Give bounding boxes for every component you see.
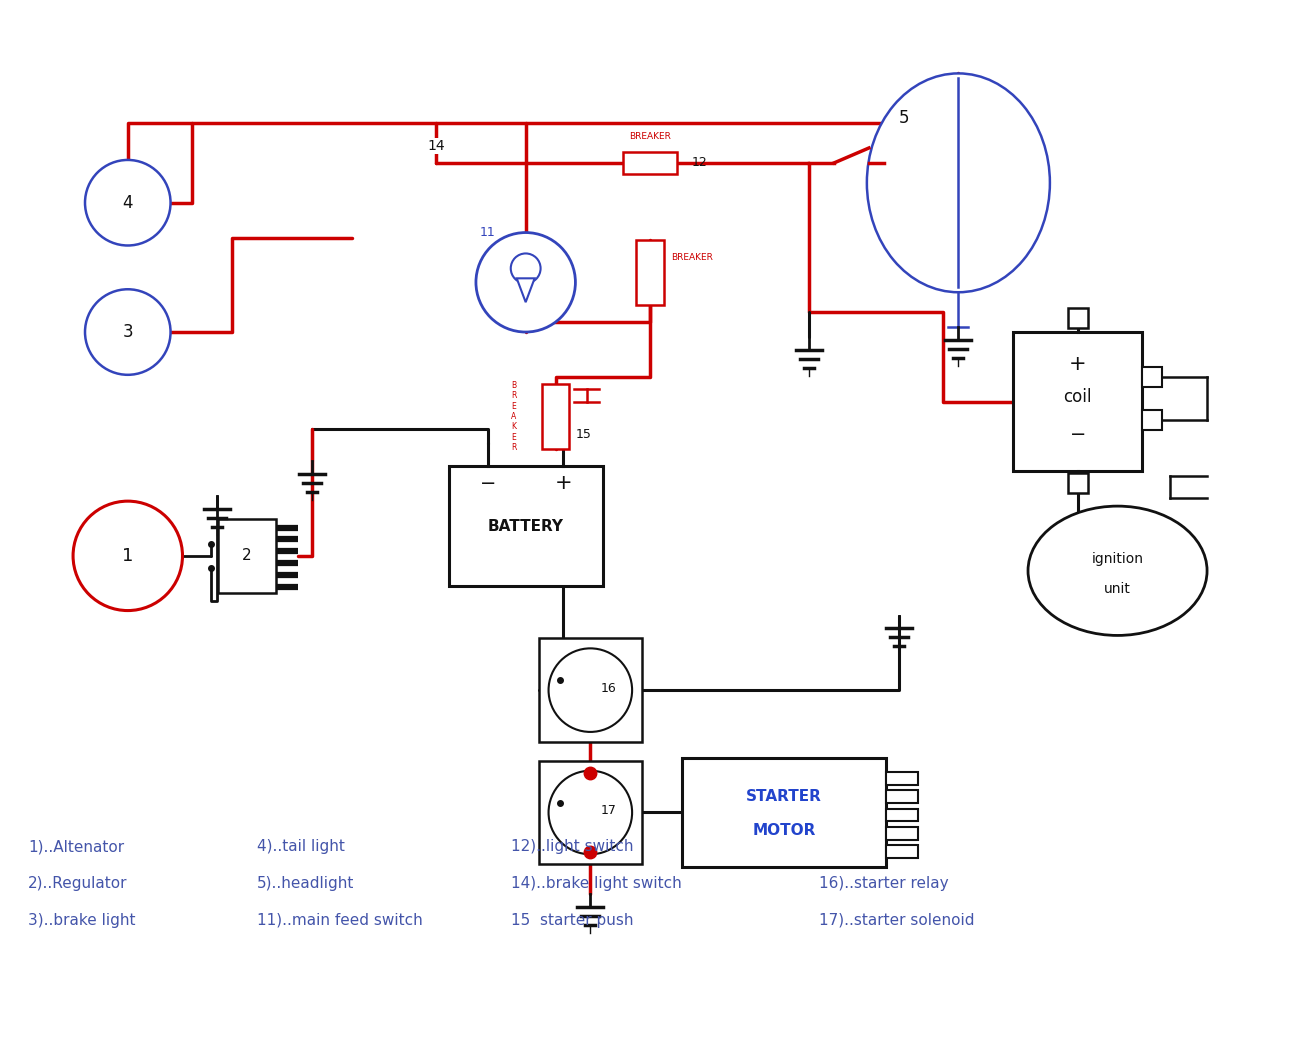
Bar: [887, 845, 918, 859]
Bar: [1013, 332, 1143, 471]
Text: 4)..tail light: 4)..tail light: [257, 840, 345, 854]
Text: 15  starter push: 15 starter push: [511, 913, 633, 928]
Bar: [448, 467, 603, 586]
Text: 3: 3: [123, 323, 133, 341]
Ellipse shape: [867, 74, 1050, 293]
Text: B
R
E
A
K
E
R: B R E A K E R: [511, 381, 516, 452]
Bar: [636, 240, 663, 305]
Text: BREAKER: BREAKER: [671, 253, 713, 262]
Text: 11)..main feed switch: 11)..main feed switch: [257, 913, 423, 928]
Bar: [1143, 410, 1162, 430]
Text: 2: 2: [243, 548, 252, 563]
Text: 5: 5: [899, 109, 909, 127]
Text: 3)..brake light: 3)..brake light: [29, 913, 136, 928]
Bar: [887, 827, 918, 840]
Text: 17: 17: [601, 804, 616, 817]
Circle shape: [475, 232, 576, 332]
Text: 17)..starter solenoid: 17)..starter solenoid: [819, 913, 974, 928]
Text: 2)..Regulator: 2)..Regulator: [29, 876, 128, 891]
Text: 14)..brake light switch: 14)..brake light switch: [511, 876, 682, 891]
Circle shape: [549, 771, 632, 854]
Text: coil: coil: [1063, 388, 1092, 406]
Text: ignition: ignition: [1092, 552, 1144, 566]
Bar: [1143, 366, 1162, 386]
Text: 15: 15: [576, 428, 592, 441]
Text: 11: 11: [481, 226, 496, 239]
Bar: [538, 639, 643, 742]
Text: 16)..starter relay: 16)..starter relay: [819, 876, 948, 891]
Text: BATTERY: BATTERY: [487, 518, 564, 533]
Circle shape: [549, 648, 632, 732]
Text: 14: 14: [427, 139, 445, 153]
Ellipse shape: [1028, 506, 1207, 636]
Text: +: +: [1068, 354, 1087, 374]
Text: 4: 4: [123, 193, 133, 211]
Circle shape: [511, 253, 541, 283]
Circle shape: [73, 502, 183, 610]
Circle shape: [85, 289, 171, 375]
Bar: [887, 790, 918, 803]
Bar: [538, 760, 643, 864]
Bar: [1068, 473, 1088, 493]
Text: STARTER: STARTER: [746, 789, 823, 804]
Text: −: −: [1070, 425, 1087, 444]
Bar: [887, 809, 918, 822]
Text: 12: 12: [692, 156, 708, 169]
Text: 14: 14: [427, 139, 445, 153]
Bar: [887, 772, 918, 785]
Circle shape: [85, 159, 171, 245]
Bar: [218, 518, 276, 593]
Text: 16: 16: [601, 682, 616, 695]
Polygon shape: [517, 279, 534, 302]
Bar: [682, 758, 887, 867]
Text: 12)..light switch: 12)..light switch: [511, 840, 633, 854]
Text: MOTOR: MOTOR: [752, 823, 816, 837]
Bar: [1068, 308, 1088, 328]
Bar: [623, 152, 678, 174]
Bar: [542, 384, 569, 449]
Text: +: +: [555, 473, 572, 493]
Text: 1)..Altenator: 1)..Altenator: [29, 840, 124, 854]
Text: 5)..headlight: 5)..headlight: [257, 876, 354, 891]
Text: −: −: [479, 474, 496, 493]
Text: 1: 1: [121, 547, 133, 565]
Text: BREAKER: BREAKER: [629, 132, 671, 140]
Text: unit: unit: [1104, 582, 1131, 596]
